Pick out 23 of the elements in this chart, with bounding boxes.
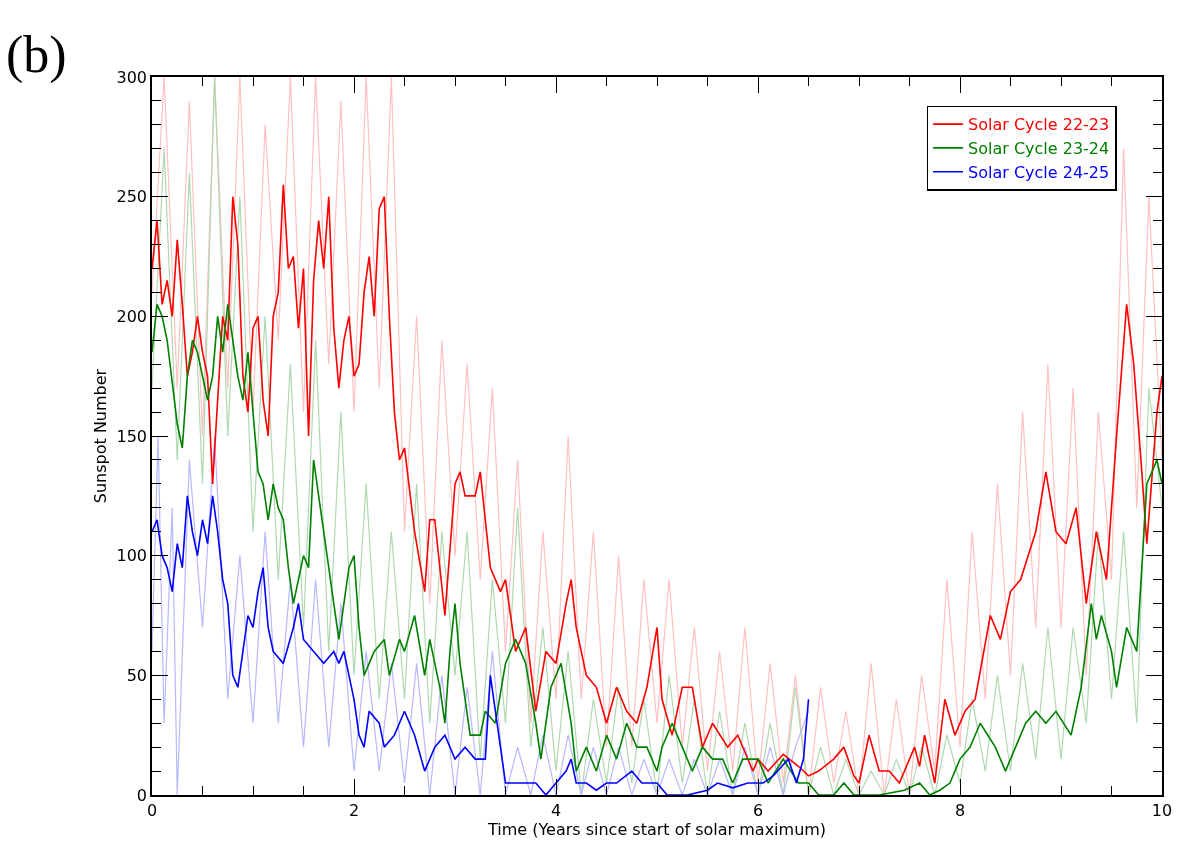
x-tick-label: 6: [752, 800, 764, 820]
y-tick-label: 200: [116, 306, 148, 326]
chart-title: (b): [6, 25, 67, 84]
line-series: [152, 435, 810, 795]
y-tick-label: 100: [116, 546, 148, 566]
x-tick-label: 8: [954, 800, 966, 820]
y-tick-label: 300: [116, 67, 148, 87]
y-tick-label: 250: [116, 187, 148, 207]
x-tick-label: 2: [348, 800, 360, 820]
y-tick-label: 150: [116, 426, 148, 446]
y-tick-label: 50: [126, 665, 148, 685]
line-series: [152, 77, 1162, 795]
x-axis-title: Time (Years since start of solar maximum): [486, 819, 827, 839]
legend-label: Solar Cycle 24-25: [968, 162, 1110, 182]
line-series: [152, 495, 810, 795]
line-series: [152, 303, 1162, 795]
y-tick-label: 0: [136, 785, 148, 805]
legend-label: Solar Cycle 23-24: [968, 139, 1110, 159]
x-tick-label: 10: [1151, 800, 1173, 820]
legend-label: Solar Cycle 22-23: [968, 115, 1110, 135]
x-tick-label: 4: [550, 800, 562, 820]
line-series: [152, 183, 1162, 784]
y-axis-title: Sunspot Number: [90, 368, 110, 504]
